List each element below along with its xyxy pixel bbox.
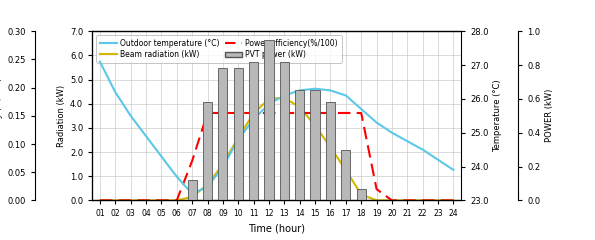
Y-axis label: POWER (kW): POWER (kW)	[545, 89, 554, 143]
Bar	[326, 102, 335, 200]
Bar	[356, 189, 366, 200]
Bar	[295, 90, 304, 200]
Bar	[203, 102, 212, 200]
Bar	[249, 62, 258, 200]
Bar	[342, 150, 350, 200]
Bar	[187, 180, 197, 200]
Y-axis label: Temperature (°C): Temperature (°C)	[493, 79, 502, 152]
Bar	[264, 40, 274, 200]
Y-axis label: Radiation (kW): Radiation (kW)	[57, 85, 66, 147]
Bar	[218, 68, 227, 200]
Bar	[311, 90, 320, 200]
Bar	[234, 68, 243, 200]
Legend: Outdoor temperature (°C), Beam radiation (kW), Power efficiency(%/100), PVT powe: Outdoor temperature (°C), Beam radiation…	[96, 35, 342, 63]
X-axis label: Time (hour): Time (hour)	[248, 224, 305, 234]
Bar	[280, 62, 289, 200]
Y-axis label: Efficiency (%/100): Efficiency (%/100)	[0, 78, 4, 154]
